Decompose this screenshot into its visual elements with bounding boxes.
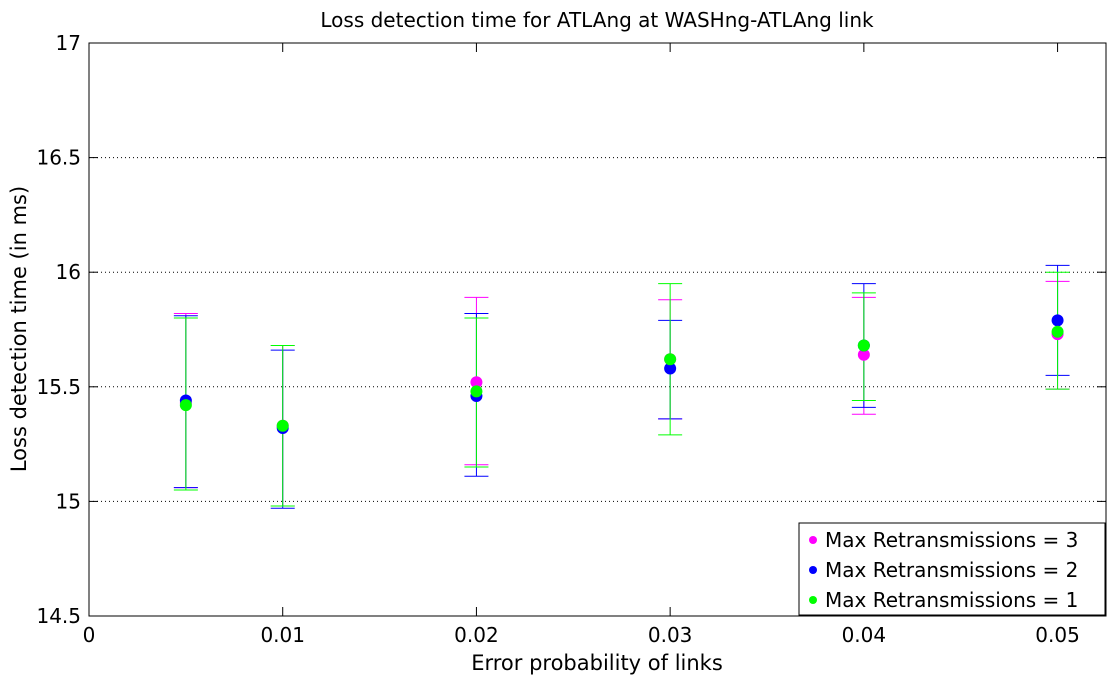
x-tick-label: 0.03 [648, 623, 693, 647]
legend: Max Retransmissions = 3 Max Retransmissio… [798, 522, 1106, 616]
legend-label: Max Retransmissions = 2 [825, 558, 1078, 582]
data-point [179, 399, 192, 412]
data-point [857, 348, 870, 361]
data-points [179, 314, 1064, 435]
x-tick-label: 0.02 [454, 623, 499, 647]
plot-frame [88, 42, 1107, 617]
y-tick-label: 16.5 [36, 146, 81, 170]
plot-area [89, 43, 1106, 616]
x-tick-label: 0.04 [842, 623, 887, 647]
legend-marker [809, 596, 817, 604]
y-tick-label: 16 [56, 260, 81, 284]
x-tick-label: 0.05 [1035, 623, 1080, 647]
y-tick-label: 15.5 [36, 375, 81, 399]
y-tick-label: 15 [56, 489, 81, 513]
grid-lines [89, 157, 1106, 502]
legend-label: Max Retransmissions = 3 [825, 528, 1078, 552]
y-axis-label: Loss detection time (in ms) [7, 186, 31, 472]
x-tick-label: 0 [83, 623, 96, 647]
legend-box [798, 522, 1106, 616]
y-tick-label: 17 [56, 31, 81, 55]
data-point [664, 362, 677, 375]
data-point [664, 353, 677, 366]
data-point [470, 385, 483, 398]
chart-title: Loss detection time for ATLAng at WASHng… [320, 8, 874, 32]
legend-label: Max Retransmissions = 1 [825, 588, 1078, 612]
x-tick-label: 0.01 [260, 623, 305, 647]
data-point [470, 376, 483, 389]
y-axis-ticks: 14.5 15 15.5 16 16.5 17 [36, 31, 1106, 628]
legend-marker [809, 566, 817, 574]
x-axis-label: Error probability of links [471, 651, 723, 675]
data-point [1051, 314, 1064, 327]
data-point [857, 339, 870, 352]
legend-marker [809, 536, 817, 544]
x-axis-ticks: 0 0.01 0.02 0.03 0.04 0.05 [83, 43, 1080, 647]
y-tick-label: 14.5 [36, 604, 81, 628]
data-point [1051, 325, 1064, 338]
data-point [276, 419, 289, 432]
